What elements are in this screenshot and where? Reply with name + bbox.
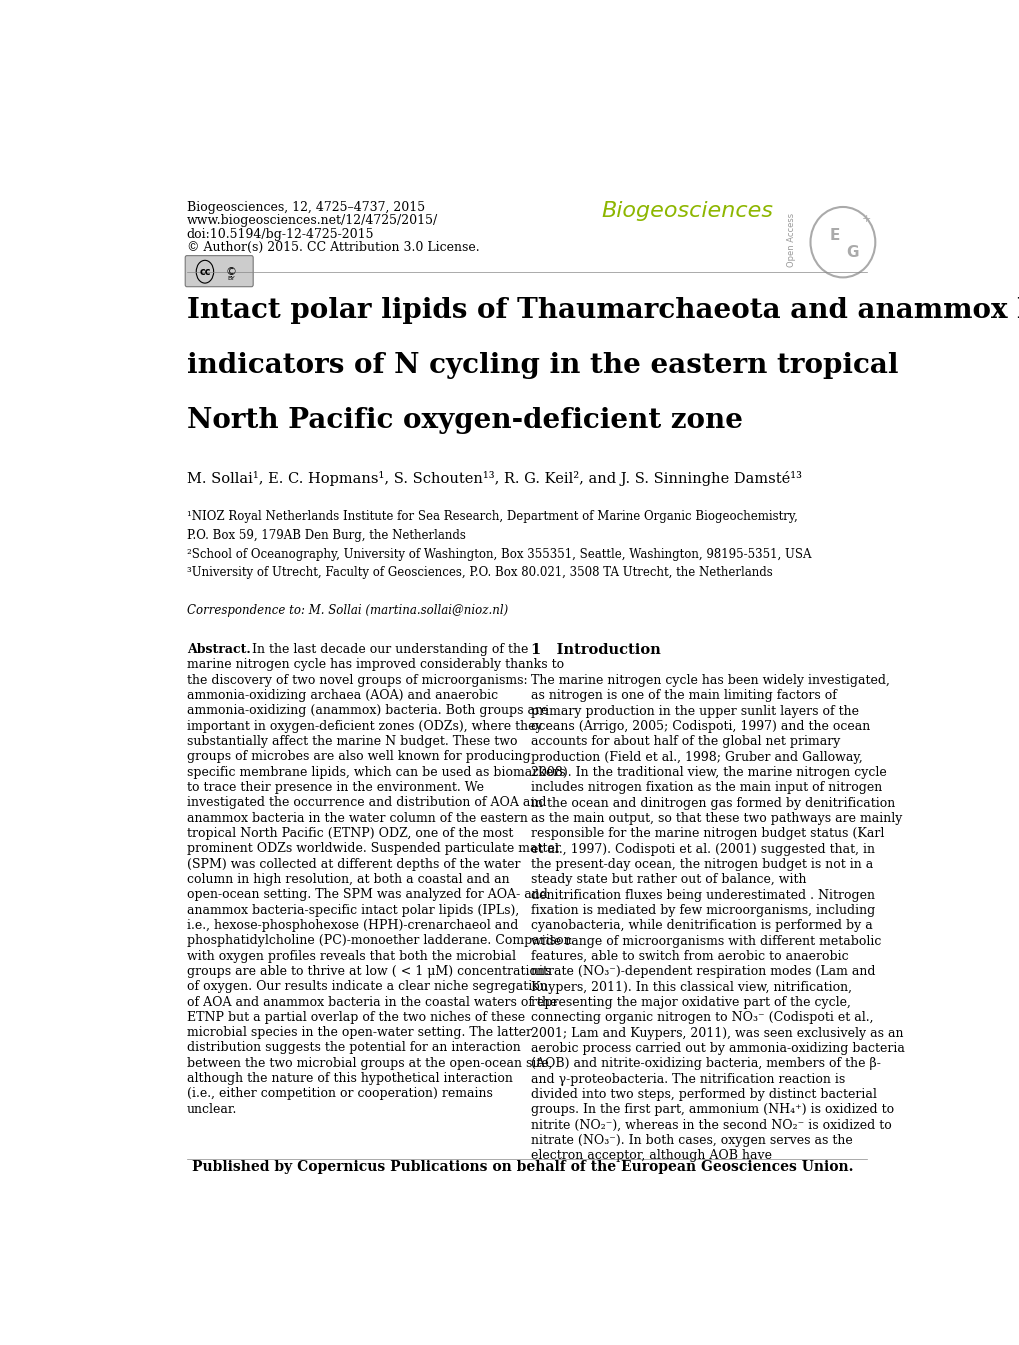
Text: connecting organic nitrogen to NO₃⁻ (Codispoti et al.,: connecting organic nitrogen to NO₃⁻ (Cod… (530, 1011, 872, 1025)
Text: P.O. Box 59, 179AB Den Burg, the Netherlands: P.O. Box 59, 179AB Den Burg, the Netherl… (186, 529, 466, 542)
Text: et al., 1997). Codispoti et al. (2001) suggested that, in: et al., 1997). Codispoti et al. (2001) s… (530, 843, 874, 855)
Text: tropical North Pacific (ETNP) ODZ, one of the most: tropical North Pacific (ETNP) ODZ, one o… (186, 827, 513, 839)
Text: the present-day ocean, the nitrogen budget is not in a: the present-day ocean, the nitrogen budg… (530, 858, 872, 872)
Text: anammox bacteria in the water column of the eastern: anammox bacteria in the water column of … (186, 811, 527, 824)
Text: indicators of N cycling in the eastern tropical: indicators of N cycling in the eastern t… (186, 352, 898, 379)
Text: to trace their presence in the environment. We: to trace their presence in the environme… (186, 781, 483, 794)
FancyBboxPatch shape (185, 256, 253, 286)
Text: cyanobacteria, while denitrification is performed by a: cyanobacteria, while denitrification is … (530, 919, 871, 932)
Text: www.biogeosciences.net/12/4725/2015/: www.biogeosciences.net/12/4725/2015/ (186, 214, 437, 227)
Text: representing the major oxidative part of the cycle,: representing the major oxidative part of… (530, 995, 850, 1009)
Text: (AOB) and nitrite-oxidizing bacteria, members of the β-: (AOB) and nitrite-oxidizing bacteria, me… (530, 1057, 879, 1071)
Text: anammox bacteria-specific intact polar lipids (IPLs),: anammox bacteria-specific intact polar l… (186, 904, 519, 916)
Text: nitrate (NO₃⁻). In both cases, oxygen serves as the: nitrate (NO₃⁻). In both cases, oxygen se… (530, 1134, 852, 1147)
Text: specific membrane lipids, which can be used as biomarkers: specific membrane lipids, which can be u… (186, 765, 565, 779)
Text: 1   Introduction: 1 Introduction (530, 643, 659, 656)
Text: Abstract.: Abstract. (186, 643, 251, 656)
Text: Published by Copernicus Publications on behalf of the European Geosciences Union: Published by Copernicus Publications on … (192, 1161, 853, 1174)
Text: microbial species in the open-water setting. The latter: microbial species in the open-water sett… (186, 1026, 531, 1040)
Text: doi:10.5194/bg-12-4725-2015: doi:10.5194/bg-12-4725-2015 (186, 227, 374, 241)
Text: (i.e., either competition or cooperation) remains: (i.e., either competition or cooperation… (186, 1088, 492, 1100)
Text: North Pacific oxygen-deficient zone: North Pacific oxygen-deficient zone (186, 406, 742, 434)
Text: phosphatidylcholine (PC)-monoether ladderane. Comparison: phosphatidylcholine (PC)-monoether ladde… (186, 935, 571, 947)
Text: divided into two steps, performed by distinct bacterial: divided into two steps, performed by dis… (530, 1088, 875, 1102)
Text: Intact polar lipids of Thaumarchaeota and anammox bacteria as: Intact polar lipids of Thaumarchaeota an… (186, 297, 1019, 324)
Text: cc: cc (199, 266, 211, 277)
Text: groups are able to thrive at low ( < 1 μM) concentrations: groups are able to thrive at low ( < 1 μ… (186, 964, 550, 978)
Text: Biogeosciences: Biogeosciences (601, 200, 773, 221)
Text: ETNP but a partial overlap of the two niches of these: ETNP but a partial overlap of the two ni… (186, 1011, 525, 1024)
Text: prominent ODZs worldwide. Suspended particulate matter: prominent ODZs worldwide. Suspended part… (186, 842, 560, 855)
Text: open-ocean setting. The SPM was analyzed for AOA- and: open-ocean setting. The SPM was analyzed… (186, 888, 547, 901)
Text: fixation is mediated by few microorganisms, including: fixation is mediated by few microorganis… (530, 904, 874, 917)
Text: E: E (829, 229, 840, 243)
Text: substantially affect the marine N budget. These two: substantially affect the marine N budget… (186, 734, 517, 748)
Text: BY: BY (227, 276, 234, 281)
Text: steady state but rather out of balance, with: steady state but rather out of balance, … (530, 873, 805, 886)
Text: G: G (846, 245, 858, 260)
Text: of oxygen. Our results indicate a clear niche segregation: of oxygen. Our results indicate a clear … (186, 981, 547, 993)
Text: electron acceptor, although AOB have: electron acceptor, although AOB have (530, 1149, 771, 1162)
Text: aerobic process carried out by ammonia-oxidizing bacteria: aerobic process carried out by ammonia-o… (530, 1042, 904, 1054)
Text: M. Sollai¹, E. C. Hopmans¹, S. Schouten¹³, R. G. Keil², and J. S. Sinninghe Dams: M. Sollai¹, E. C. Hopmans¹, S. Schouten¹… (186, 471, 801, 486)
Text: ammonia-oxidizing archaea (AOA) and anaerobic: ammonia-oxidizing archaea (AOA) and anae… (186, 689, 497, 702)
Text: The marine nitrogen cycle has been widely investigated,: The marine nitrogen cycle has been widel… (530, 674, 889, 687)
Text: between the two microbial groups at the open-ocean site,: between the two microbial groups at the … (186, 1057, 552, 1069)
Text: © Author(s) 2015. CC Attribution 3.0 License.: © Author(s) 2015. CC Attribution 3.0 Lic… (186, 241, 479, 254)
Text: features, able to switch from aerobic to anaerobic: features, able to switch from aerobic to… (530, 950, 848, 963)
Text: groups of microbes are also well known for producing: groups of microbes are also well known f… (186, 751, 530, 763)
Text: groups. In the first part, ammonium (NH₄⁺) is oxidized to: groups. In the first part, ammonium (NH₄… (530, 1103, 893, 1116)
Text: wide range of microorganisms with different metabolic: wide range of microorganisms with differ… (530, 935, 880, 948)
Text: the discovery of two novel groups of microorganisms:: the discovery of two novel groups of mic… (186, 674, 527, 687)
Text: i.e., hexose-phosphohexose (HPH)-crenarchaeol and: i.e., hexose-phosphohexose (HPH)-crenarc… (186, 919, 518, 932)
Text: ³University of Utrecht, Faculty of Geosciences, P.O. Box 80.021, 3508 TA Utrecht: ³University of Utrecht, Faculty of Geosc… (186, 566, 771, 580)
Text: primary production in the upper sunlit layers of the: primary production in the upper sunlit l… (530, 705, 858, 718)
Text: important in oxygen-deficient zones (ODZs), where they: important in oxygen-deficient zones (ODZ… (186, 720, 542, 733)
Text: ©: © (225, 266, 236, 277)
Text: +: + (861, 214, 870, 225)
Text: distribution suggests the potential for an interaction: distribution suggests the potential for … (186, 1041, 520, 1054)
Text: ¹NIOZ Royal Netherlands Institute for Sea Research, Department of Marine Organic: ¹NIOZ Royal Netherlands Institute for Se… (186, 510, 797, 523)
Text: although the nature of this hypothetical interaction: although the nature of this hypothetical… (186, 1072, 513, 1085)
Text: of AOA and anammox bacteria in the coastal waters of the: of AOA and anammox bacteria in the coast… (186, 995, 556, 1009)
Text: (SPM) was collected at different depths of the water: (SPM) was collected at different depths … (186, 858, 520, 870)
Text: unclear.: unclear. (186, 1103, 237, 1116)
Text: investigated the occurrence and distribution of AOA and: investigated the occurrence and distribu… (186, 796, 546, 810)
Text: Biogeosciences, 12, 4725–4737, 2015: Biogeosciences, 12, 4725–4737, 2015 (186, 200, 425, 214)
Text: and γ-proteobacteria. The nitrification reaction is: and γ-proteobacteria. The nitrification … (530, 1072, 844, 1085)
Text: marine nitrogen cycle has improved considerably thanks to: marine nitrogen cycle has improved consi… (186, 658, 564, 671)
Text: nitrite (NO₂⁻), whereas in the second NO₂⁻ is oxidized to: nitrite (NO₂⁻), whereas in the second NO… (530, 1119, 891, 1131)
Text: Kuypers, 2011). In this classical view, nitrification,: Kuypers, 2011). In this classical view, … (530, 981, 851, 994)
Text: In the last decade our understanding of the: In the last decade our understanding of … (252, 643, 528, 656)
Text: production (Field et al., 1998; Gruber and Galloway,: production (Field et al., 1998; Gruber a… (530, 751, 861, 764)
Text: as nitrogen is one of the main limiting factors of: as nitrogen is one of the main limiting … (530, 690, 836, 702)
Text: includes nitrogen fixation as the main input of nitrogen: includes nitrogen fixation as the main i… (530, 781, 881, 795)
Text: with oxygen profiles reveals that both the microbial: with oxygen profiles reveals that both t… (186, 950, 516, 963)
Text: oceans (Arrigo, 2005; Codispoti, 1997) and the ocean: oceans (Arrigo, 2005; Codispoti, 1997) a… (530, 720, 869, 733)
Text: in the ocean and dinitrogen gas formed by denitrification: in the ocean and dinitrogen gas formed b… (530, 796, 894, 810)
Text: ²School of Oceanography, University of Washington, Box 355351, Seattle, Washingt: ²School of Oceanography, University of W… (186, 547, 810, 561)
Text: as the main output, so that these two pathways are mainly: as the main output, so that these two pa… (530, 812, 901, 824)
Text: denitrification fluxes being underestimated . Nitrogen: denitrification fluxes being underestima… (530, 889, 874, 901)
Text: accounts for about half of the global net primary: accounts for about half of the global ne… (530, 736, 840, 748)
Text: nitrate (NO₃⁻)-dependent respiration modes (Lam and: nitrate (NO₃⁻)-dependent respiration mod… (530, 966, 874, 978)
Text: 2008). In the traditional view, the marine nitrogen cycle: 2008). In the traditional view, the mari… (530, 767, 886, 779)
Text: column in high resolution, at both a coastal and an: column in high resolution, at both a coa… (186, 873, 508, 886)
Text: 2001; Lam and Kuypers, 2011), was seen exclusively as an: 2001; Lam and Kuypers, 2011), was seen e… (530, 1026, 902, 1040)
Text: Correspondence to: M. Sollai (martina.sollai@nioz.nl): Correspondence to: M. Sollai (martina.so… (186, 604, 507, 616)
Text: responsible for the marine nitrogen budget status (Karl: responsible for the marine nitrogen budg… (530, 827, 883, 841)
Text: ammonia-oxidizing (anammox) bacteria. Both groups are: ammonia-oxidizing (anammox) bacteria. Bo… (186, 705, 547, 717)
Text: Open Access: Open Access (787, 214, 795, 268)
